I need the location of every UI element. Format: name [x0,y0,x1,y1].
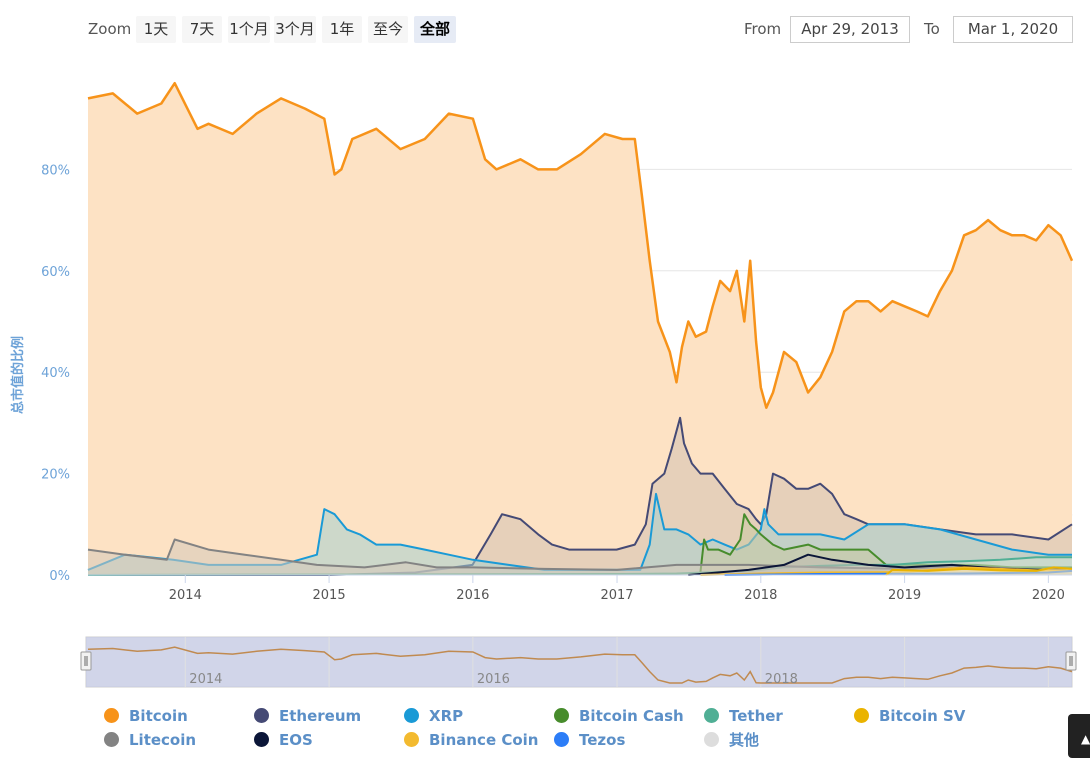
legend-item-others[interactable]: 其他 [704,729,759,751]
zoom-1d-button[interactable]: 1天 [136,16,176,43]
x-tick-label: 2016 [456,588,489,603]
x-tick-label: 2020 [1032,588,1065,603]
navigator[interactable]: 2014 2016 2018 [80,636,1077,688]
zoom-ytd-button[interactable]: 至今 [368,16,408,43]
y-tick-label: 20% [41,468,70,483]
chevron-up-icon: ▲ [1081,732,1090,746]
y-tick-label: 60% [41,265,70,280]
series-area [700,514,1072,575]
navigator-bitcoin-line [87,646,1073,684]
series-line [87,81,1074,409]
navigator-grid [184,637,1049,687]
series-line [88,416,1073,576]
legend-item-tether[interactable]: Tether [704,705,783,727]
series-bitcoin[interactable] [87,81,1074,575]
legend-dot [404,708,419,723]
legend-item-bitcoin[interactable]: Bitcoin [104,705,188,727]
navigator-tick-label: 2014 [189,672,222,687]
axes: 2014 2015 2016 2017 2018 2019 2020 [88,574,1072,603]
legend-dot [404,732,419,747]
series-line [87,492,1072,571]
series-line [885,566,1073,576]
x-tick-label: 2018 [744,588,777,603]
legend-dot [704,732,719,747]
legend-item-tezos[interactable]: Tezos [554,729,625,751]
series-bitcoin-sv[interactable] [885,566,1073,576]
legend-dot [854,708,869,723]
scroll-top-button[interactable]: ▲ [1068,714,1090,758]
navigator-tick-label: 2016 [477,672,510,687]
legend-dot [254,732,269,747]
market-dominance-chart: 0%20%40%60%80% 2014 2015 2016 2017 2018 2019 2… [10,81,1077,688]
navigator-tick-label: 2018 [765,672,798,687]
to-date-input[interactable]: Mar 1, 2020 [953,16,1073,43]
zoom-1y-button[interactable]: 1年 [322,16,362,43]
zoom-7d-button[interactable]: 7天 [182,16,222,43]
x-tick-label: 2019 [888,588,921,603]
y-tick-label: 80% [41,163,70,178]
series-area [886,567,1072,575]
series-area [88,83,1072,575]
chart-toolbar: Zoom 1天 7天 1个月 3个月 1年 至今 全部 From Apr 29,… [0,0,1090,60]
to-label: To [924,20,940,38]
navigator-right-handle[interactable] [1065,651,1077,671]
legend-item-bitcoin-cash[interactable]: Bitcoin Cash [554,705,684,727]
x-tick-label: 2015 [313,588,346,603]
from-date-input[interactable]: Apr 29, 2013 [790,16,910,43]
legend-item-eos[interactable]: EOS [254,729,313,751]
navigator-ticks: 2014 2016 2018 [189,672,798,687]
legend-item-litecoin[interactable]: Litecoin [104,729,196,751]
legend-dot [104,708,119,723]
y-axis-title: 总市值的比例 [10,336,26,414]
legend-item-ethereum[interactable]: Ethereum [254,705,361,727]
legend-item-bitcoin-sv[interactable]: Bitcoin SV [854,705,965,727]
x-tick-label: 2017 [600,588,633,603]
legend-dot [254,708,269,723]
from-label: From [744,20,782,38]
legend-item-xrp[interactable]: XRP [404,705,463,727]
legend-dot [554,708,569,723]
zoom-label: Zoom [88,20,132,38]
series-layer [87,81,1074,576]
legend-dot [104,732,119,747]
legend-item-binance-coin[interactable]: Binance Coin [404,729,538,751]
zoom-1m-button[interactable]: 1个月 [228,16,270,43]
zoom-all-button[interactable]: 全部 [414,16,456,43]
legend-dot [704,708,719,723]
chart-legend: Bitcoin Ethereum XRP Bitcoin Cash Tether… [0,700,1090,758]
x-tick-label: 2014 [169,588,202,603]
zoom-3m-button[interactable]: 3个月 [274,16,316,43]
y-tick-label: 0% [49,569,70,584]
navigator-left-handle[interactable] [80,651,92,671]
legend-dot [554,732,569,747]
y-tick-label: 40% [41,366,70,381]
